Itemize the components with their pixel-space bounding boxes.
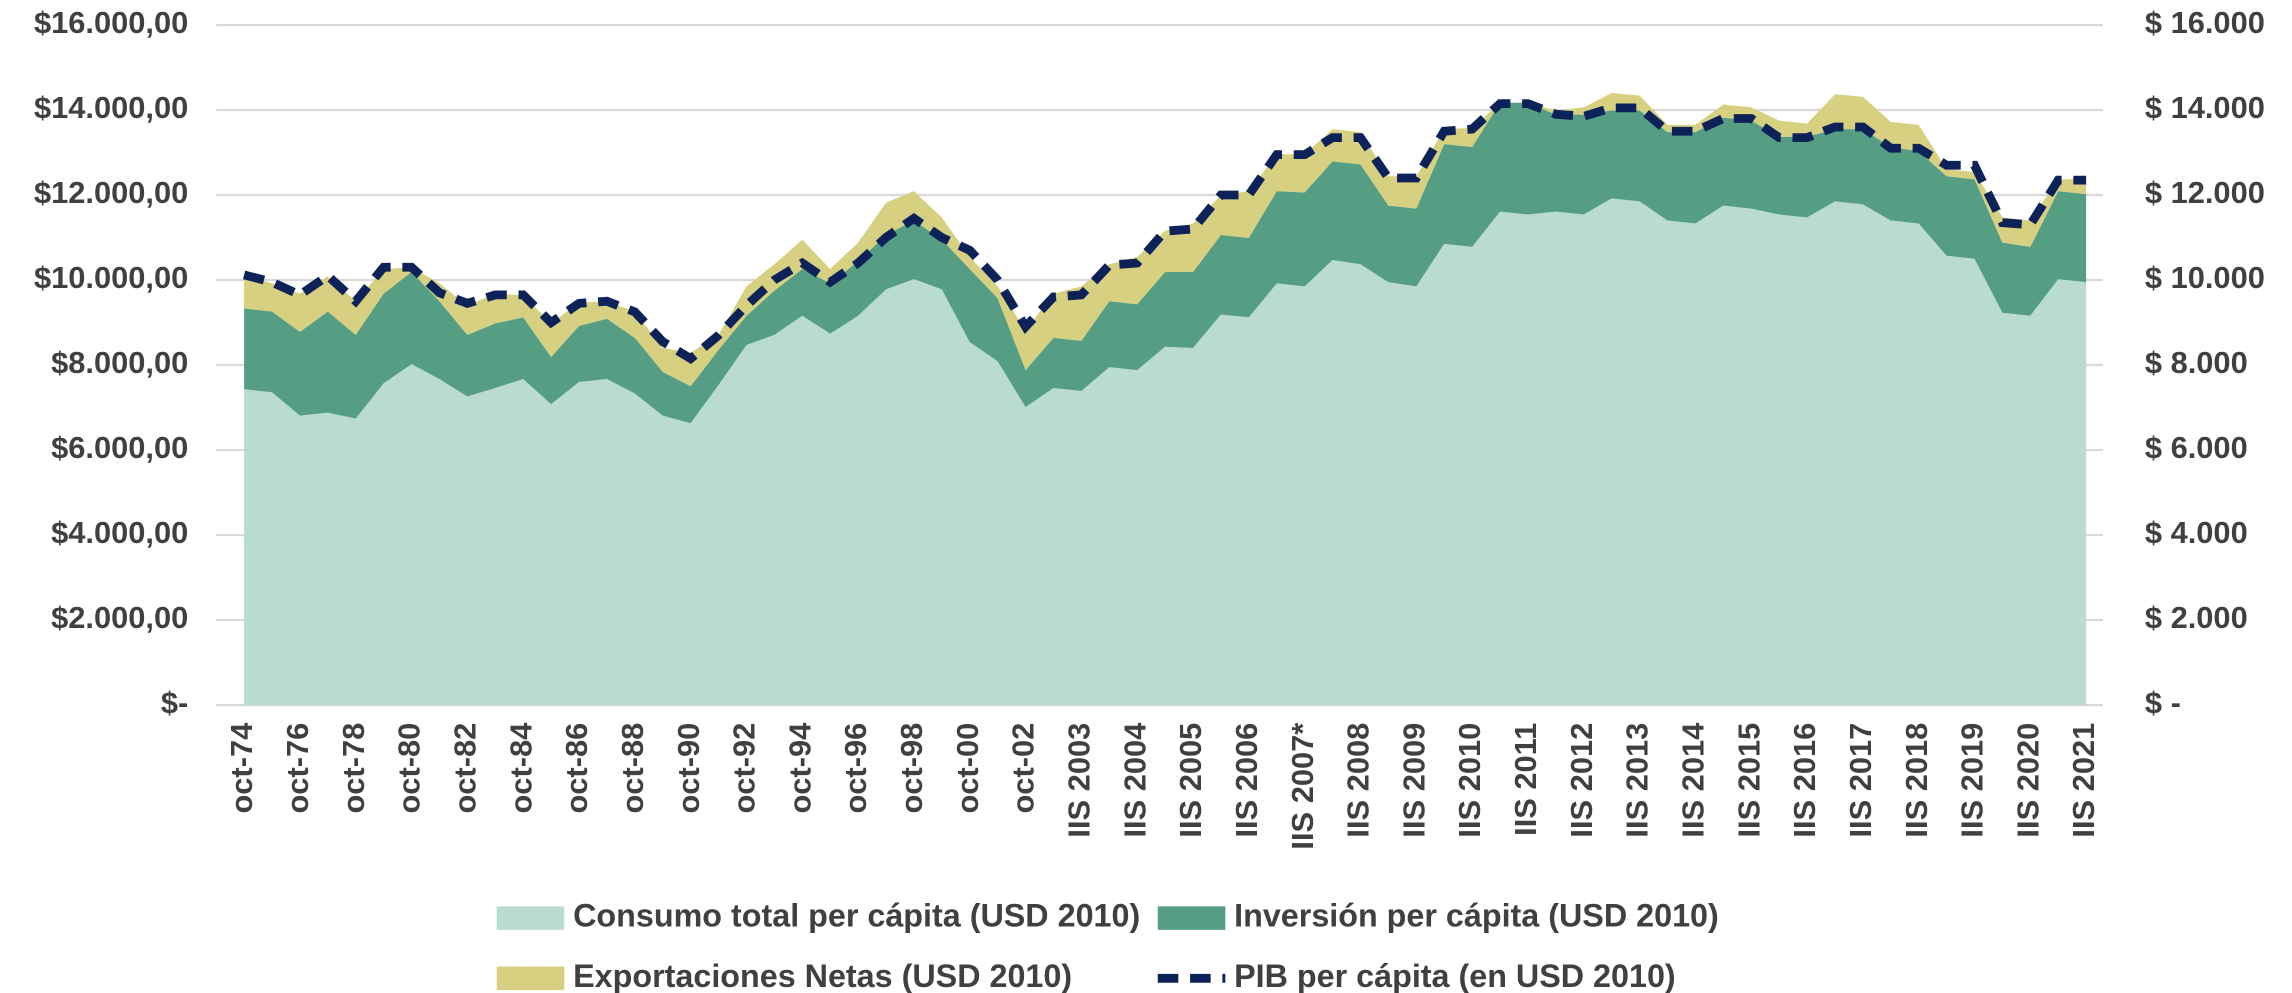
x-tick-label: oct-76 [280, 723, 315, 814]
x-tick-label: IIS 2012 [1564, 723, 1599, 838]
x-tick-label: IIS 2005 [1173, 723, 1208, 838]
x-tick-label: IIS 2020 [2010, 723, 2045, 838]
x-tick-label: oct-74 [224, 723, 259, 814]
x-tick-label: IIS 2013 [1620, 723, 1655, 838]
y-tick-label: $4.000,00 [51, 515, 188, 550]
x-tick-label: oct-94 [782, 723, 817, 814]
x-tick-label: IIS 2003 [1062, 723, 1097, 838]
x-tick-label: IIS 2014 [1676, 723, 1711, 838]
x-tick-label: oct-98 [894, 723, 929, 814]
x-tick-label: oct-84 [503, 723, 538, 814]
legend-label: Inversión per cápita (USD 2010) [1234, 898, 1719, 934]
y2-tick-label: $ 12.000 [2145, 175, 2265, 210]
x-tick-label: IIS 2006 [1229, 723, 1264, 838]
legend-swatch [496, 906, 565, 930]
x-tick-label: IIS 2019 [1955, 723, 1990, 838]
x-tick-label: IIS 2021 [2066, 723, 2101, 838]
y2-tick-label: $ 16.000 [2145, 5, 2265, 40]
y-tick-label: $2.000,00 [51, 600, 188, 635]
y2-tick-label: $ 6.000 [2145, 430, 2248, 465]
pib-line [242, 99, 2087, 365]
x-tick-label: oct-00 [950, 723, 985, 814]
area [244, 198, 2087, 706]
y2-tick-label: $ 10.000 [2145, 260, 2265, 295]
y-tick-label: $12.000,00 [34, 175, 188, 210]
legend-label: Exportaciones Netas (USD 2010) [573, 958, 1072, 993]
x-tick-label: oct-80 [392, 723, 427, 814]
y2-tick-label: $ 14.000 [2145, 90, 2265, 125]
legend-swatch [496, 966, 565, 991]
x-tick-label: IIS 2016 [1787, 723, 1822, 838]
y-tick-label: $10.000,00 [34, 260, 188, 295]
legend-label: PIB per cápita (en USD 2010) [1234, 958, 1676, 993]
y2-tick-label: $ 8.000 [2145, 345, 2248, 380]
x-tick-label: IIS 2007* [1285, 723, 1320, 850]
x-tick-label: oct-96 [838, 723, 873, 814]
y-tick-label: $- [161, 685, 188, 720]
x-tick-label: IIS 2018 [1899, 723, 1934, 838]
x-tick-label: oct-92 [727, 723, 762, 814]
x-tick-label: IIS 2015 [1731, 723, 1766, 838]
x-tick-label: IIS 2010 [1452, 723, 1487, 838]
x-tick-label: IIS 2004 [1117, 723, 1152, 838]
x-tick-label: oct-86 [559, 723, 594, 814]
x-tick-label: IIS 2008 [1341, 723, 1376, 838]
x-tick-label: oct-02 [1006, 723, 1041, 814]
x-tick-label: oct-90 [671, 723, 706, 814]
area [244, 92, 2087, 387]
x-tick-label: IIS 2011 [1508, 723, 1543, 836]
y-tick-label: $8.000,00 [51, 345, 188, 380]
y-tick-label: $14.000,00 [34, 90, 188, 125]
x-tick-label: oct-82 [447, 723, 482, 814]
y-tick-label: $6.000,00 [51, 430, 188, 465]
y-tick-label: $16.000,00 [34, 5, 188, 40]
y2-tick-label: $ - [2145, 685, 2181, 720]
legend-label: Consumo total per cápita (USD 2010) [573, 898, 1140, 934]
area [244, 102, 2087, 424]
x-tick-label: oct-88 [615, 723, 650, 814]
y2-tick-label: $ 4.000 [2145, 515, 2248, 550]
legend-swatch [1157, 906, 1226, 930]
x-tick-label: oct-78 [336, 723, 371, 814]
x-tick-label: IIS 2017 [1843, 723, 1878, 838]
x-tick-label: IIS 2009 [1396, 723, 1431, 838]
y2-tick-label: $ 2.000 [2145, 600, 2248, 635]
